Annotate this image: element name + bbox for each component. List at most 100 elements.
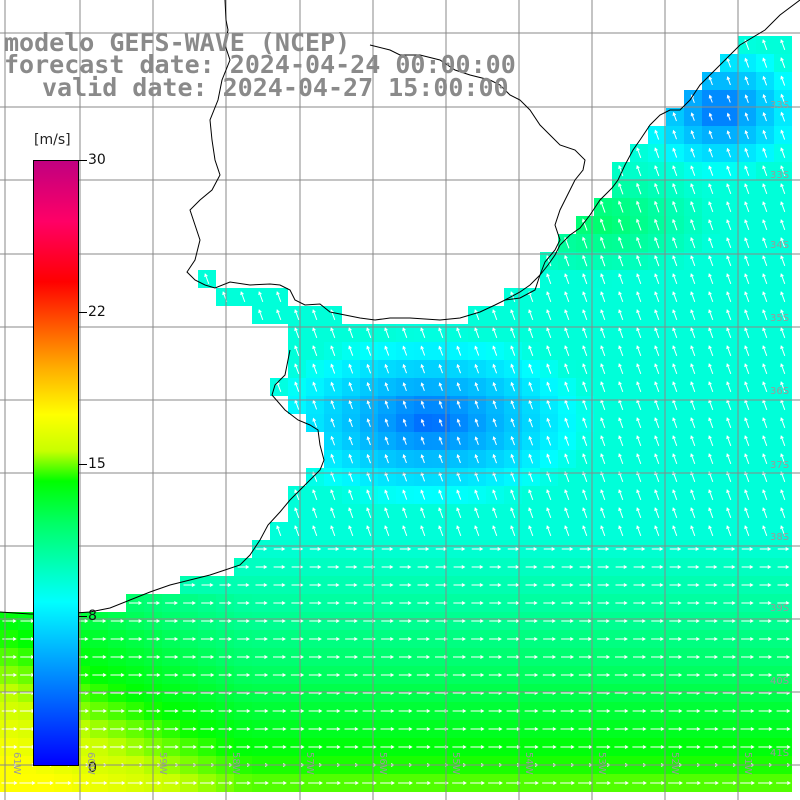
wind-arrow-head — [209, 583, 214, 587]
wind-arrow-head — [582, 254, 586, 259]
wind-arrow-head — [552, 745, 557, 749]
wind-arrow — [636, 363, 642, 375]
wind-arrow-head — [582, 273, 586, 278]
wind-arrow-head — [762, 129, 767, 134]
wind-arrow-head — [420, 507, 424, 512]
wind-arrow-head — [330, 453, 334, 458]
wind-arrow-head — [546, 327, 550, 332]
wind-arrow — [672, 201, 678, 213]
wind-arrow — [546, 327, 552, 339]
wind-arrow-head — [744, 130, 749, 135]
lat-label: 33S — [770, 170, 790, 181]
wind-arrow-head — [780, 75, 784, 80]
wind-arrow — [546, 436, 552, 446]
wind-arrow — [762, 273, 768, 285]
wind-arrow — [312, 489, 318, 501]
wind-arrow — [528, 327, 534, 339]
wind-arrow-head — [174, 727, 179, 731]
wind-arrow-head — [390, 745, 395, 749]
wind-arrow-head — [191, 583, 196, 587]
wind-arrow — [492, 507, 498, 519]
wind-arrow-head — [294, 489, 298, 494]
wind-arrow-head — [294, 345, 298, 350]
wind-arrow — [312, 418, 318, 428]
wind-arrow-head — [318, 655, 323, 659]
wind-arrow-head — [31, 781, 36, 785]
wind-arrow — [690, 327, 696, 339]
wind-arrow-head — [642, 727, 647, 731]
wind-arrow-head — [731, 547, 736, 551]
wind-arrow — [708, 219, 714, 231]
wind-arrow-head — [605, 601, 610, 605]
wind-arrow-head — [780, 345, 784, 350]
wind-arrow-head — [353, 619, 358, 623]
wind-arrow-head — [744, 291, 748, 296]
wind-arrow-head — [762, 237, 766, 242]
wind-arrow-head — [636, 236, 640, 241]
wind-arrow-head — [300, 709, 305, 713]
wind-arrow-head — [264, 745, 269, 749]
wind-arrow-head — [102, 637, 107, 641]
wind-arrow — [475, 437, 479, 445]
wind-arrow-head — [443, 619, 448, 623]
wind-arrow-head — [300, 745, 305, 749]
wind-arrow-head — [283, 781, 287, 785]
wind-arrow — [420, 525, 426, 537]
wind-arrow-head — [570, 745, 575, 749]
wind-arrow-head — [690, 255, 694, 260]
wind-arrow-head — [474, 363, 479, 368]
wind-arrow-head — [528, 399, 533, 404]
wind-arrow-head — [533, 583, 538, 587]
wind-arrow — [744, 471, 750, 483]
wind-arrow-head — [258, 309, 262, 314]
wind-arrow-head — [210, 709, 215, 713]
wind-arrow — [780, 345, 786, 357]
wind-arrow — [420, 327, 426, 339]
colorbar — [33, 160, 79, 766]
wind-arrow — [348, 525, 354, 537]
wind-arrow-head — [654, 489, 658, 494]
wind-arrow — [636, 327, 642, 339]
wind-arrow — [618, 345, 624, 357]
wind-arrow-head — [263, 565, 268, 569]
wind-arrow — [402, 507, 408, 519]
wind-arrow-head — [438, 418, 443, 423]
wind-arrow — [528, 382, 534, 392]
wind-arrow-head — [389, 619, 394, 623]
wind-arrow — [276, 309, 282, 321]
wind-arrow-head — [294, 327, 298, 332]
wind-arrow — [744, 381, 750, 393]
wind-arrow-head — [768, 637, 772, 641]
wind-arrow — [672, 291, 678, 303]
wind-arrow — [582, 363, 588, 375]
wind-arrow-head — [348, 453, 353, 458]
wind-arrow-head — [552, 673, 557, 677]
wind-arrow — [493, 454, 497, 464]
wind-arrow-head — [659, 583, 664, 587]
wind-arrow-head — [546, 363, 550, 368]
wind-arrow — [762, 345, 768, 357]
wind-arrow-head — [599, 218, 604, 223]
wind-arrow — [636, 291, 642, 303]
wind-arrow-head — [750, 673, 755, 677]
wind-arrow — [690, 291, 696, 303]
wind-arrow — [618, 381, 624, 393]
wind-arrow-head — [420, 382, 425, 387]
wind-arrow-head — [564, 525, 568, 530]
wind-arrow-head — [769, 781, 773, 785]
wind-arrow-head — [12, 619, 17, 623]
wind-arrow-head — [618, 236, 622, 241]
wind-arrow-head — [546, 471, 550, 476]
wind-arrow-head — [636, 327, 640, 332]
wind-arrow-head — [174, 601, 178, 605]
wind-arrow-head — [600, 309, 604, 314]
wind-arrow — [438, 507, 444, 519]
wind-arrow-head — [695, 601, 700, 605]
wind-arrow — [564, 489, 570, 501]
wind-arrow — [654, 435, 660, 447]
wind-arrow — [546, 309, 552, 321]
wind-arrow — [528, 472, 534, 482]
wind-arrow-head — [785, 565, 790, 569]
wind-arrow-head — [192, 673, 197, 677]
wind-arrow-head — [103, 727, 108, 731]
